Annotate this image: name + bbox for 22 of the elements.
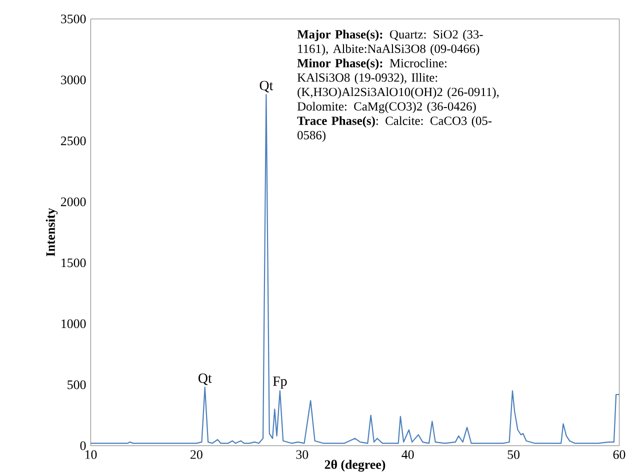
text: Trace Phase(s): Calcite: CaCO3 (05-0586): [297, 116, 492, 142]
annotation: Fp: [273, 376, 287, 389]
y-axis-title: Intensity: [46, 208, 58, 256]
y-tick-label: 500: [68, 380, 86, 390]
x-tick-label: 20: [190, 450, 202, 459]
x-axis-title: 2θ (degree): [324, 460, 386, 472]
annotation: Minor Phase(s): Microcline: KAlSi3O8 (19-0932), Illite: (K,H3O)Al2Si3AlO10(OH)2 (26-0911), Dolomite: CaMg(CO3)2 (36-0426): [297, 58, 499, 114]
y-tick-label: 1000: [62, 319, 86, 328]
y-tick-label: 3500: [61, 14, 86, 24]
annotation: Qt: [260, 80, 274, 92]
y-tick-label: 3000: [61, 76, 86, 84]
y-tick-label: 2500: [60, 136, 86, 146]
y-tick-label: 2000: [60, 198, 86, 206]
annotation: Qt: [198, 374, 212, 386]
annotation: Major Phase(s): Quartz: SiO2 (33-1161), Albite:NaAlSi3O8 (09-0466): [297, 30, 483, 56]
x-tick-label: 10: [85, 450, 97, 459]
x-tick-label: 60: [613, 450, 626, 459]
y-tick-label: 0: [80, 441, 86, 450]
x-tick-label: 50: [508, 450, 520, 459]
x-tick-label: 40: [402, 450, 414, 459]
x-tick-label: 30: [296, 450, 308, 459]
y-tick-label: 1500: [62, 258, 86, 268]
